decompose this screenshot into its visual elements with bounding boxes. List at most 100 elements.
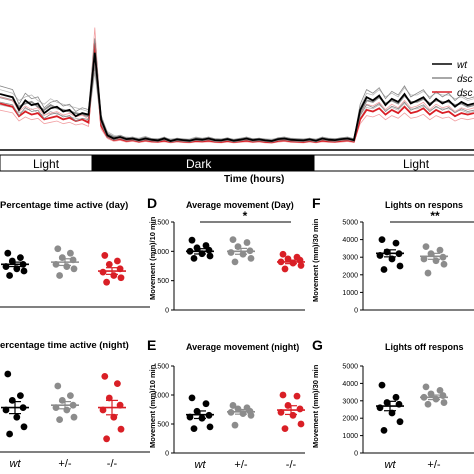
G-ytick-label: 5000 [342,364,358,371]
panel-f: F Lights on respons Movement (mm)/30 min… [311,195,474,315]
dark-label: Dark [186,157,212,171]
panel-c-day-points [1,245,126,286]
C_day-point [117,274,125,282]
C_day-point [17,254,24,262]
timeline-series-2 [0,59,474,142]
C_night-point [101,373,109,380]
E-category-label: -/- [286,459,297,471]
D-ytick-label: 0 [165,308,169,315]
timeline-sem-upper-2 [0,45,474,140]
C_day-point [70,265,78,273]
panel-d-plot: 0 500 1000 1500 [153,220,305,315]
panel-d-ylabel: Movement (mm)/10 min [148,216,157,300]
panel-d-sig-mark: * [243,209,248,223]
C_night-point [117,425,125,433]
panel-f-ylabel: Movement (mm)/30 min [311,218,320,302]
G-point [422,383,430,391]
panel-f-plot: 0 1000 2000 3000 4000 5000 [342,220,474,315]
F-point [378,236,386,244]
E-point [231,421,239,429]
F-point [392,239,400,247]
C_night-point [110,413,118,421]
E-ytick-label: 500 [157,422,169,429]
C_night-point [20,423,28,431]
C_night-point [54,382,62,390]
E-ytick-label: 0 [165,451,169,458]
C_night-category-label: +/- [58,458,71,470]
G-point [383,399,391,406]
timeline-series-1 [0,52,474,142]
C_night-point [105,394,113,402]
timeline-legend: wt dsc dsc [432,60,473,99]
D-point [188,236,196,244]
panel-c-night-points: wt +/- -/- [1,370,126,470]
panel-c-night-title: ercentage time active (night) [0,340,129,351]
panel-e-letter: E [147,337,156,353]
C_day-point [6,272,13,279]
panel-c-day: Percentage time active (day) [0,200,150,308]
D-ytick-label: 1500 [153,220,169,227]
E-point [293,392,301,400]
timeline-panel: wt dsc dsc Light Dark Light Time (hours) [0,27,474,185]
D-ytick-label: 1000 [153,249,169,256]
D-point [193,244,201,252]
E-point [279,391,287,399]
panel-e: E Average movement (night) Movement (mm)… [147,337,305,471]
G-point [396,418,404,426]
panel-d-title: Average movement (Day) [186,200,294,210]
D-point [206,252,214,260]
G-point [378,381,386,389]
panel-e-ylabel: Movement (mm)/10 min [148,364,157,448]
G-category-label: wt [385,459,397,471]
F-ytick-label: 3000 [342,255,358,262]
panel-f-title: Lights on respons [385,200,463,210]
F-point [436,246,444,254]
E-point [206,423,214,431]
D-point [281,265,289,273]
G-point [436,386,444,394]
E-point [296,405,304,413]
panel-f-significance: ** [390,209,474,223]
G-point [380,426,388,434]
timeline-sem-lower-3 [0,58,474,144]
panel-g-title: Lights off respons [385,342,464,352]
C_day-point [114,257,121,265]
G-point [427,390,435,398]
F-point [439,253,447,261]
E-point [297,420,305,428]
C_night-category-label: -/- [107,458,118,470]
C_night-point [13,413,21,421]
C_night-point [56,416,63,423]
E-category-label: wt [195,459,207,471]
G-ytick-label: 0 [354,451,358,458]
E-point [281,425,289,433]
panel-d-letter: D [147,195,157,211]
F-ytick-label: 4000 [342,237,358,244]
F-point [424,269,432,277]
G-point [392,393,400,401]
C_day-point [67,249,74,257]
panel-g-ylabel: Movement (mm)/30 min [311,364,320,448]
C_night-point [4,370,12,378]
D-ytick-label: 500 [157,278,169,285]
E-ytick-label: 1000 [153,393,169,400]
D-point [205,246,213,254]
timeline-xlabel: Time (hours) [224,174,284,185]
legend-label-3: dsc [457,88,473,99]
D-point [190,254,198,262]
C_day-point [56,272,63,279]
timeline-lines [0,27,474,144]
F-point [422,243,430,251]
C_day-point [103,278,110,286]
panel-e-plot: 0 500 1000 1500 wt +/- -/- [153,364,305,471]
E-category-label: +/- [234,459,247,471]
C_day-point [4,249,12,257]
timeline-sem-lower-2 [0,72,474,142]
panel-f-letter: F [312,195,321,211]
C_day-point [105,260,113,268]
E-ytick-label: 1500 [153,364,169,371]
legend-label-2: dsc [457,74,473,85]
light-bar-2 [313,154,474,172]
C_day-point [54,245,62,253]
